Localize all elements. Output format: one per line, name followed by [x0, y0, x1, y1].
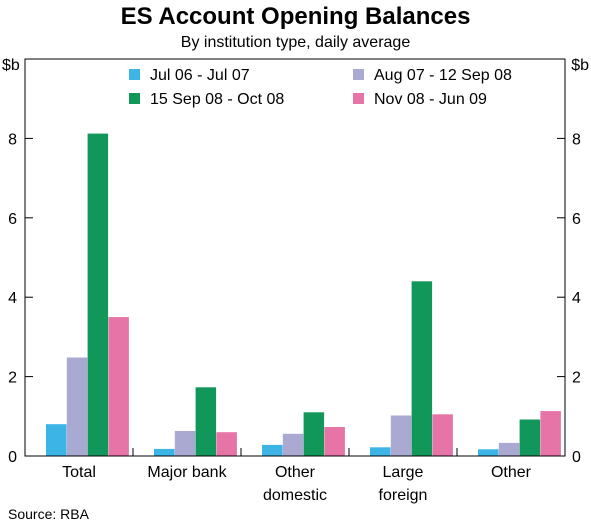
- y-tick-label-left: 4: [8, 290, 17, 307]
- category-label: foreign: [379, 487, 428, 504]
- legend-label-2: Aug 07 - 12 Sep 08: [374, 67, 512, 84]
- source-note: Source: RBA: [8, 506, 90, 522]
- y-tick-label-right: 6: [572, 211, 581, 228]
- y-tick-label-right: 8: [572, 131, 581, 148]
- bar-series-1-cat-3: [262, 444, 283, 456]
- bar-series-1-cat-4: [370, 447, 391, 456]
- y-tick-label-right: 0: [572, 449, 581, 466]
- y-axis-unit-right: $b: [571, 57, 589, 74]
- category-label: Other: [275, 464, 316, 481]
- legend-label-1: Jul 06 - Jul 07: [150, 67, 250, 84]
- y-tick-label-left: 8: [8, 131, 17, 148]
- legend-swatch-4: [353, 93, 364, 104]
- category-label: Major bank: [147, 464, 227, 481]
- bar-series-4-cat-1: [108, 317, 129, 456]
- bar-series-3-cat-2: [195, 387, 217, 456]
- y-tick-label-right: 4: [572, 290, 581, 307]
- bar-series-3-cat-3: [303, 412, 325, 456]
- bar-series-4-cat-2: [216, 432, 237, 456]
- bar-series-4-cat-4: [432, 414, 453, 456]
- bar-series-4-cat-3: [324, 427, 345, 456]
- chart-subtitle: By institution type, daily average: [181, 34, 411, 51]
- bar-series-2-cat-3: [282, 433, 304, 456]
- y-tick-label-left: 0: [8, 449, 17, 466]
- category-label: Large: [383, 464, 424, 481]
- plot-frame: [24, 58, 566, 457]
- bar-series-2-cat-2: [174, 431, 196, 456]
- legend-swatch-3: [129, 93, 140, 104]
- legend-swatch-2: [353, 69, 364, 80]
- legend-label-3: 15 Sep 08 - Oct 08: [150, 91, 284, 108]
- y-axis-unit-left: $b: [2, 57, 20, 74]
- legend-swatch-1: [129, 69, 140, 80]
- bar-series-2-cat-1: [66, 357, 88, 456]
- bar-series-1-cat-1: [46, 424, 67, 456]
- y-axis-ticks: 0 0 2 2 4 4 6 6 8 8: [8, 131, 581, 466]
- y-tick-label-left: 2: [8, 370, 17, 387]
- bar-series-1-cat-2: [154, 448, 175, 456]
- bar-series-3-cat-5: [519, 419, 541, 456]
- bar-series-2-cat-4: [390, 415, 412, 456]
- legend: Jul 06 - Jul 07 Aug 07 - 12 Sep 08 15 Sep …: [129, 67, 512, 108]
- bar-series-4-cat-5: [540, 411, 561, 456]
- plot-border: [24, 58, 566, 457]
- bar-series-3-cat-4: [411, 281, 433, 456]
- category-label: Total: [62, 464, 96, 481]
- bar-series-3-cat-1: [87, 133, 109, 456]
- bar-series-2-cat-5: [498, 442, 520, 456]
- chart-title: ES Account Opening Balances: [121, 3, 471, 30]
- category-label: domestic: [263, 487, 327, 504]
- category-label: Other: [491, 464, 532, 481]
- y-tick-label-right: 2: [572, 370, 581, 387]
- bars-layer: [46, 133, 561, 456]
- y-tick-label-left: 6: [8, 211, 17, 228]
- x-axis-categories: Total Major bank Other domestic Large foreign…: [62, 464, 532, 504]
- legend-label-4: Nov 08 - Jun 09: [374, 91, 487, 108]
- bar-series-1-cat-5: [478, 449, 499, 456]
